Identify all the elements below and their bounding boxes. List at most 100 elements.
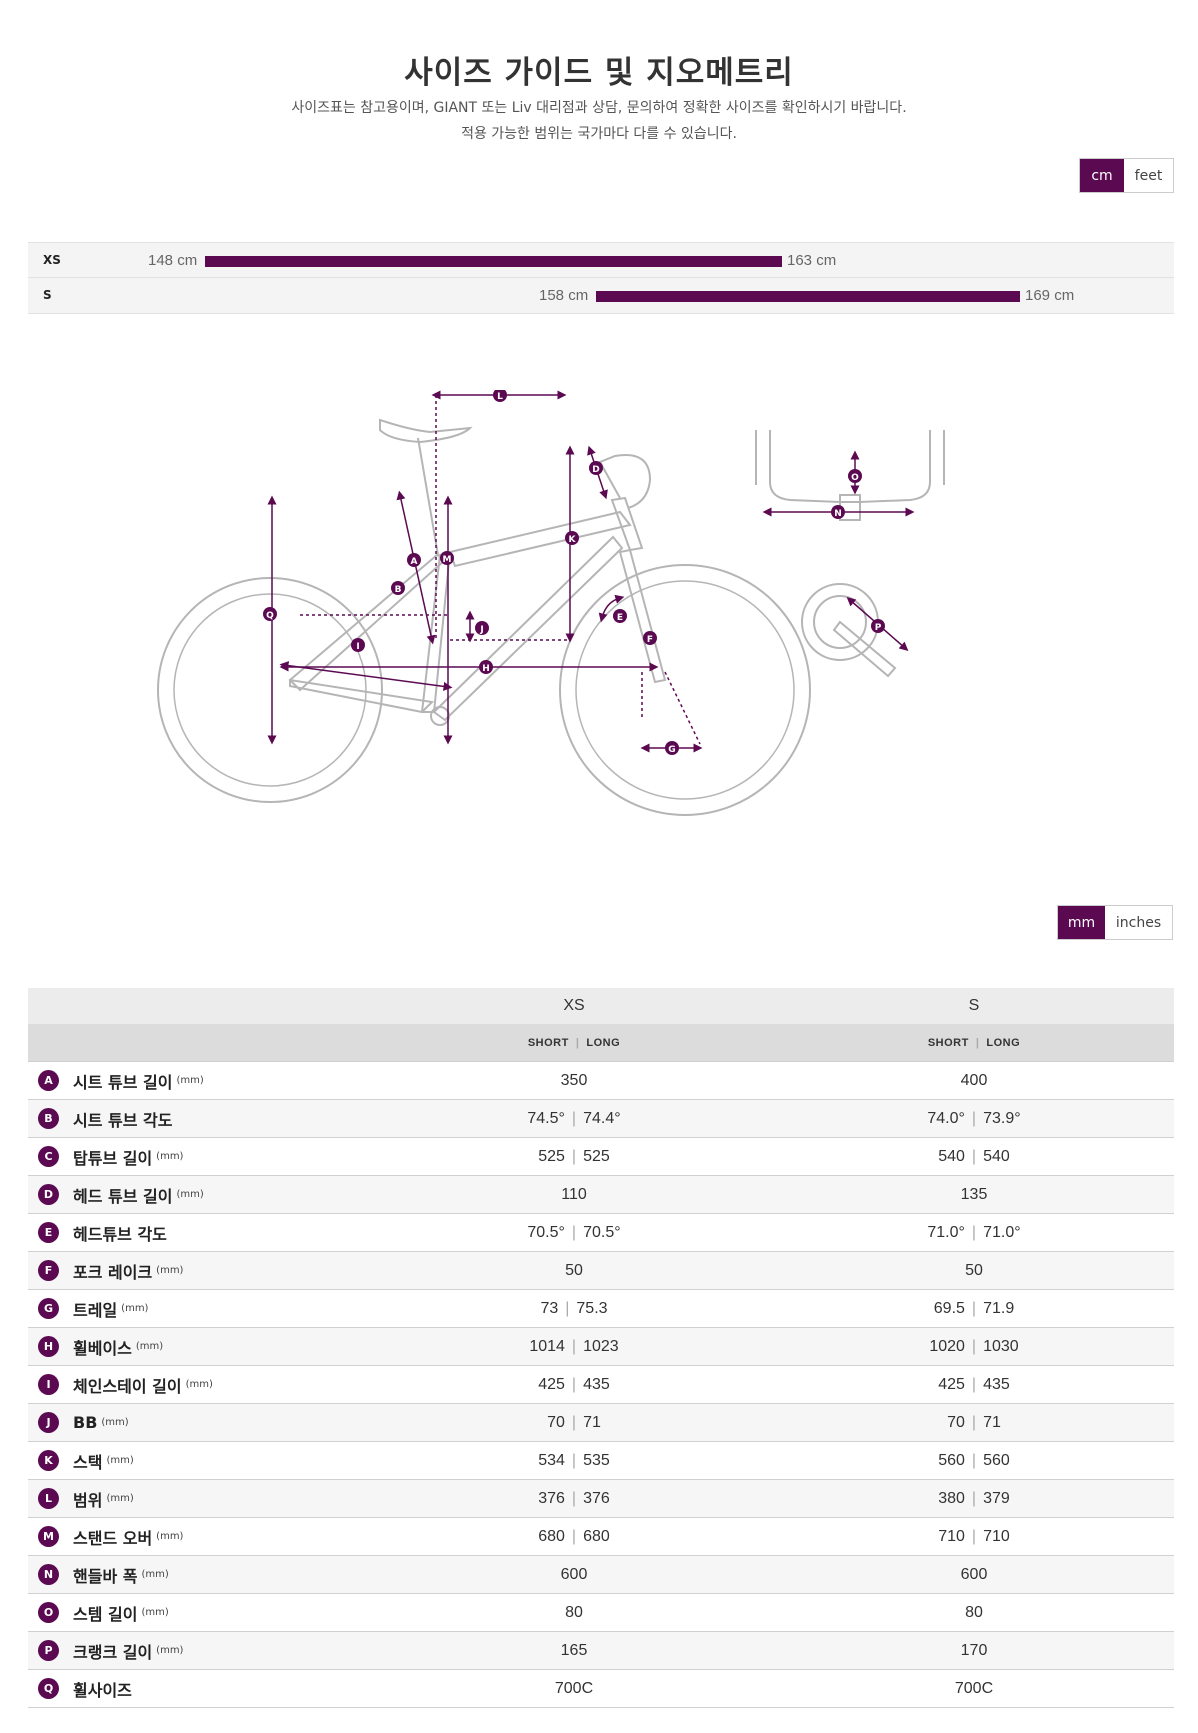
handlebar-ends bbox=[755, 430, 945, 485]
table-row: L 범위 (mm) 376 | 376 380 | 379 bbox=[28, 1479, 1174, 1518]
size-range-bar bbox=[596, 291, 1020, 302]
dimension-marker-label-o: O bbox=[851, 473, 859, 483]
table-row: E 헤드튜브 각도 70.5° | 70.5° 71.0° | 71.0° bbox=[28, 1213, 1174, 1252]
dimension-marker-label-d: D bbox=[592, 465, 599, 475]
size-header-s: S bbox=[774, 988, 1174, 1024]
value-cell-s: 425 | 435 bbox=[774, 1365, 1174, 1404]
table-row: O 스템 길이 (mm) 80 80 bbox=[28, 1593, 1174, 1632]
value-cell-xs: 600 bbox=[374, 1555, 774, 1594]
value-cell-s: 710 | 710 bbox=[774, 1517, 1174, 1556]
value-cell-xs: 70.5° | 70.5° bbox=[374, 1213, 774, 1252]
dimension-marker-label-f: F bbox=[647, 635, 653, 645]
value: 534 bbox=[538, 1451, 565, 1469]
dimension-marker-label-p: P bbox=[875, 623, 882, 633]
dimension-marker-q bbox=[263, 607, 277, 621]
size-range-bar bbox=[205, 256, 782, 267]
dimension-letter-badge: A bbox=[38, 1070, 59, 1091]
down-tube bbox=[432, 535, 624, 722]
parameter-unit: (mm) bbox=[121, 1303, 149, 1314]
inches-toggle-button[interactable]: inches bbox=[1105, 906, 1172, 939]
value-cell-xs: 80 bbox=[374, 1593, 774, 1632]
table-row: A 시트 튜브 길이 (mm) 350 400 bbox=[28, 1061, 1174, 1100]
value: 680 bbox=[583, 1527, 610, 1545]
value: 1020 bbox=[929, 1337, 965, 1355]
dimension-letter-badge: H bbox=[38, 1336, 59, 1357]
value: 1030 bbox=[983, 1337, 1019, 1355]
dimension-marker-label-a: A bbox=[411, 557, 418, 567]
table-row: Q 휠사이즈 700C 700C bbox=[28, 1669, 1174, 1708]
parameter-name: BB bbox=[73, 1413, 98, 1432]
value: 540 bbox=[938, 1147, 965, 1165]
parameter-unit: (mm) bbox=[135, 1341, 164, 1352]
value: 425 bbox=[938, 1375, 965, 1393]
value: 71.0° bbox=[983, 1223, 1021, 1241]
table-row: D 헤드 튜브 길이 (mm) 110 135 bbox=[28, 1175, 1174, 1214]
size-range-row-xs: XS 148 cm 163 cm bbox=[28, 242, 1174, 278]
value: 350 bbox=[560, 1071, 588, 1089]
value: 71 bbox=[583, 1413, 601, 1431]
value-cell-xs: 376 | 376 bbox=[374, 1479, 774, 1518]
value-cell-s: 400 bbox=[774, 1061, 1174, 1100]
value-cell-s: 560 | 560 bbox=[774, 1441, 1174, 1480]
parameter-unit: (mm) bbox=[156, 1151, 184, 1162]
value: 73.9° bbox=[983, 1109, 1021, 1127]
parameter-unit: (mm) bbox=[156, 1265, 184, 1276]
subheader-xs: SHORT | LONG bbox=[374, 1024, 774, 1062]
description-line-1: 사이즈표는 참고용이며, GIANT 또는 Liv 대리점과 상담, 문의하여 … bbox=[291, 100, 907, 116]
mm-toggle-button[interactable]: mm bbox=[1058, 906, 1105, 939]
subheader-s: SHORT | LONG bbox=[774, 1024, 1174, 1062]
table-row: I 체인스테이 길이 (mm) 425 | 435 425 | 435 bbox=[28, 1365, 1174, 1404]
parameter-unit: (mm) bbox=[141, 1607, 169, 1618]
dimension-marker-k bbox=[565, 531, 579, 545]
parameter-name: 탑튜브 길이 bbox=[73, 1148, 153, 1168]
value: 400 bbox=[960, 1071, 988, 1089]
dimension-marker-f bbox=[643, 631, 657, 645]
parameter-name: 헤드 튜브 길이 bbox=[73, 1186, 173, 1206]
dimension-marker-label-l: L bbox=[497, 392, 503, 402]
value: 80 bbox=[965, 1603, 983, 1621]
value: 50 bbox=[965, 1261, 983, 1279]
dimension-marker-e bbox=[613, 609, 627, 623]
value: 74.5° bbox=[527, 1109, 565, 1127]
value-cell-s: 380 | 379 bbox=[774, 1479, 1174, 1518]
value: 70.5° bbox=[583, 1223, 621, 1241]
value: 74.4° bbox=[583, 1109, 621, 1127]
value: 80 bbox=[565, 1603, 583, 1621]
subheader-row: SHORT | LONG SHORT | LONG bbox=[28, 1024, 1174, 1062]
parameter-name: 체인스테이 길이 bbox=[73, 1376, 182, 1396]
parameter-name: 스템 길이 bbox=[73, 1604, 138, 1624]
dimension-marker-d bbox=[589, 461, 603, 475]
feet-toggle-button[interactable]: feet bbox=[1124, 159, 1173, 192]
value: 110 bbox=[561, 1185, 587, 1203]
value: 75.3 bbox=[576, 1299, 608, 1317]
value: 71.9 bbox=[983, 1299, 1015, 1317]
cm-toggle-button[interactable]: cm bbox=[1080, 159, 1124, 192]
value-cell-xs: 525 | 525 bbox=[374, 1137, 774, 1176]
geometry-table: XS S SHORT | LONG SHORT | LONG A 시트 튜브 길이 (mm)… bbox=[28, 988, 1174, 1708]
parameter-name: 포크 레이크 bbox=[73, 1262, 153, 1282]
dimension-letter-badge: J bbox=[38, 1412, 59, 1433]
parameter-name: 스탠드 오버 bbox=[73, 1528, 153, 1548]
table-row: F 포크 레이크 (mm) 50 50 bbox=[28, 1251, 1174, 1290]
crank-arm bbox=[832, 620, 897, 678]
dimension-marker-label-q: Q bbox=[266, 611, 274, 621]
table-row: P 크랭크 길이 (mm) 165 170 bbox=[28, 1631, 1174, 1670]
value: 700C bbox=[554, 1679, 594, 1697]
value: 376 bbox=[583, 1489, 610, 1507]
dimension-marker-p bbox=[871, 619, 885, 633]
dimension-marker-label-b: B bbox=[395, 585, 402, 595]
value: 376 bbox=[538, 1489, 565, 1507]
parameter-unit: (mm) bbox=[156, 1645, 184, 1656]
dimension-marker-a bbox=[407, 553, 421, 567]
value: 71.0° bbox=[927, 1223, 965, 1241]
dim-arc-e bbox=[598, 594, 625, 623]
value: 165 bbox=[560, 1641, 588, 1659]
bike-outline bbox=[157, 418, 811, 816]
value: 50 bbox=[565, 1261, 583, 1279]
parameter-unit: (mm) bbox=[106, 1455, 134, 1466]
value: 69.5 bbox=[933, 1299, 965, 1317]
dimension-letter-badge: B bbox=[38, 1108, 59, 1129]
dimension-marker-label-h: H bbox=[482, 664, 490, 674]
value-cell-xs: 425 | 435 bbox=[374, 1365, 774, 1404]
value: 425 bbox=[538, 1375, 565, 1393]
